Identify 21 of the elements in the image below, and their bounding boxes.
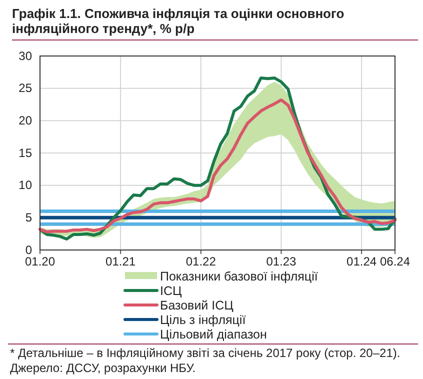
y-tick-label: 25 — [18, 81, 32, 96]
text: Джерело: ДССУ, розрахунки НБУ. — [10, 361, 196, 375]
legend-label: ІСЦ — [160, 284, 182, 298]
legend-label: Ціль з інфляції — [160, 313, 246, 327]
y-tick-label: 0 — [25, 242, 32, 257]
x-tick-label: 01.21 — [106, 254, 136, 269]
legend-label: Показники базової інфляції — [160, 270, 318, 284]
legend-label: Базовий ІСЦ — [160, 298, 234, 312]
y-tick-label: 20 — [18, 114, 32, 128]
x-tick-label: 01.24 — [346, 254, 377, 269]
x-tick-label: 01.20 — [24, 254, 56, 269]
x-tick-label: 01.22 — [186, 254, 216, 269]
y-tick-label: 5 — [25, 210, 32, 225]
x-tick-label: 01.23 — [266, 254, 297, 269]
legend-label: Цільовий діапазон — [160, 328, 268, 342]
y-tick-label: 15 — [18, 146, 32, 160]
text: * Детальніше – в Інфляційному звіті за січень 2017 року (стор. 20–21). — [10, 346, 400, 360]
y-tick-label: 30 — [18, 48, 32, 63]
x-tick-label: 06.24 — [380, 254, 410, 269]
y-tick-label: 10 — [18, 178, 32, 192]
chart-title: Графік 1.1. Споживча інфляція та оцінки основного інфляційного тренду*, % р/р — [12, 6, 344, 36]
